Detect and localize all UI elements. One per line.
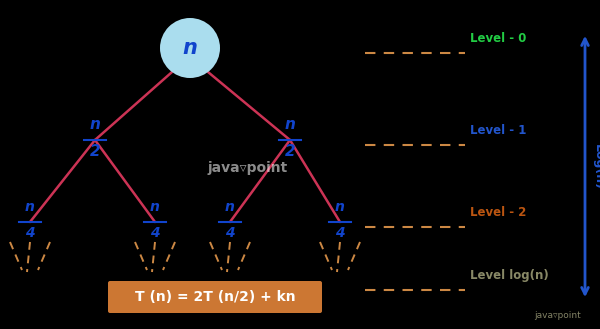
Text: java▿point: java▿point [208, 161, 288, 175]
Text: 2: 2 [89, 144, 100, 159]
Text: Level - 2: Level - 2 [470, 206, 526, 218]
Text: n: n [225, 200, 235, 214]
Text: Level - 1: Level - 1 [470, 123, 526, 137]
Text: 4: 4 [335, 226, 345, 240]
FancyBboxPatch shape [108, 281, 322, 313]
Text: n: n [335, 200, 345, 214]
Text: 4: 4 [150, 226, 160, 240]
Text: 4: 4 [25, 226, 35, 240]
Text: Level - 0: Level - 0 [470, 32, 526, 44]
Text: n: n [25, 200, 35, 214]
Text: 4: 4 [225, 226, 235, 240]
Text: n: n [284, 117, 295, 132]
Text: java▿point: java▿point [535, 311, 581, 320]
Text: n: n [150, 200, 160, 214]
Text: 2: 2 [284, 144, 295, 159]
Circle shape [160, 18, 220, 78]
Text: n: n [182, 38, 197, 58]
Text: Level log(n): Level log(n) [470, 268, 549, 282]
Text: Log(n): Log(n) [592, 143, 600, 190]
Text: n: n [89, 117, 100, 132]
Text: T (n) = 2T (n/2) + kn: T (n) = 2T (n/2) + kn [134, 290, 295, 304]
